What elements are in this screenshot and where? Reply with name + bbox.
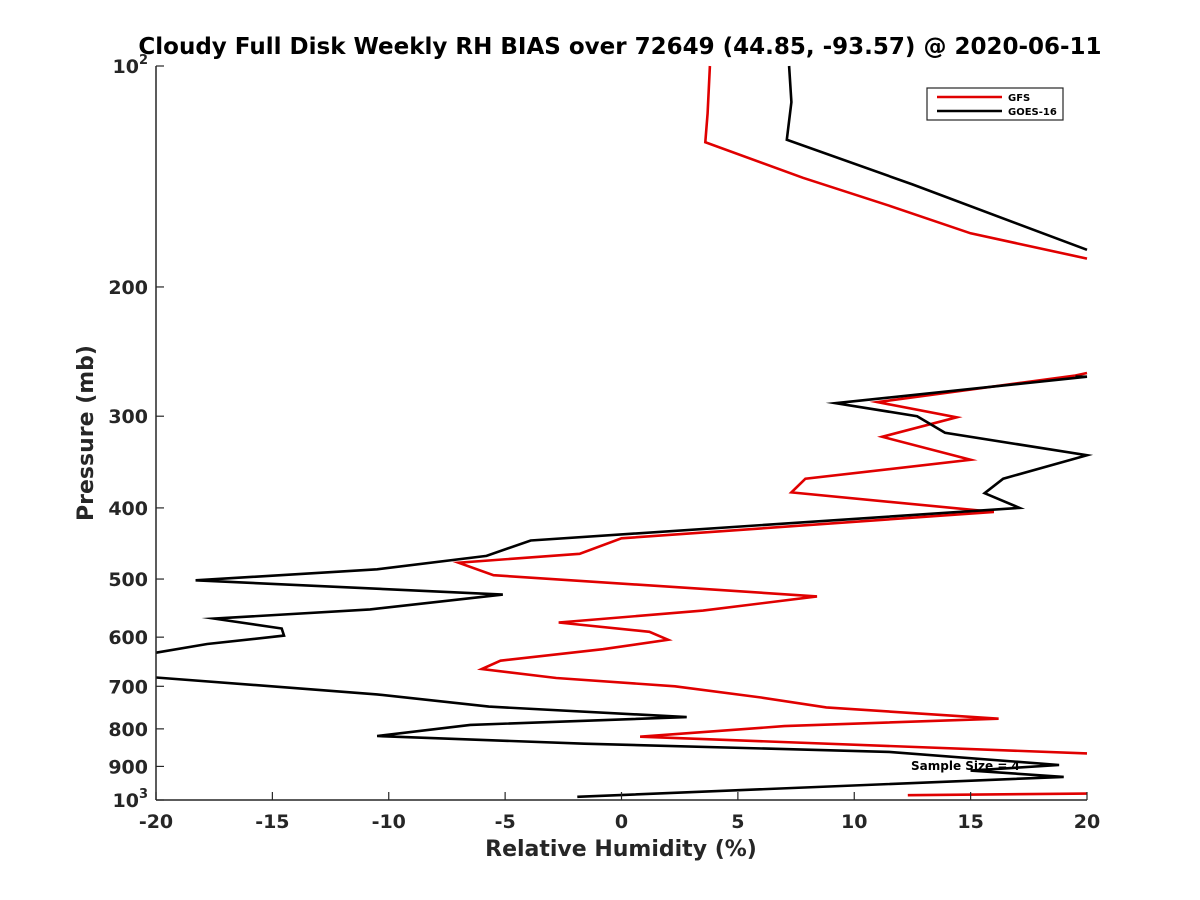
series-layer xyxy=(155,65,1094,799)
y-tick-label: 600 xyxy=(108,627,148,649)
y-tick-label: 400 xyxy=(108,498,148,520)
x-tick-label: -5 xyxy=(495,811,516,833)
y-tick-label: 800 xyxy=(108,719,148,741)
y-axis-title: Pressure (mb) xyxy=(74,345,99,521)
x-ticks: -20 -15 -10 -5 0 5 10 15 20 xyxy=(139,792,1100,833)
x-tick-label: 0 xyxy=(615,811,628,833)
x-tick-label: 10 xyxy=(841,811,867,833)
x-tick-label: -20 xyxy=(139,811,173,833)
y-tick-label: 700 xyxy=(108,676,148,698)
series-line-goes-16-1 xyxy=(155,375,1094,654)
y-tick-label: 200 xyxy=(108,277,148,299)
x-axis-title: Relative Humidity (%) xyxy=(485,837,757,862)
x-tick-label: 15 xyxy=(957,811,983,833)
series-line-goes-16-2 xyxy=(155,676,1064,799)
y-tick-label: 102 xyxy=(113,53,149,78)
y-tick-label: 500 xyxy=(108,569,148,591)
sample-size-annotation: Sample Size = 4 xyxy=(911,759,1020,773)
y-tick-label: 103 xyxy=(113,787,149,812)
series-line-gfs-2 xyxy=(907,792,1088,797)
x-tick-label: 5 xyxy=(731,811,744,833)
legend: GFS GOES-16 xyxy=(926,87,1064,121)
x-tick-label: -10 xyxy=(372,811,406,833)
x-tick-label: -15 xyxy=(255,811,289,833)
series-goes-16 xyxy=(155,65,1094,799)
y-tick-label: 300 xyxy=(108,406,148,428)
plot-area: -20 -15 -10 -5 0 5 10 15 20 102 200 300 400 500 600 70… xyxy=(108,53,1100,833)
series-line-gfs-0 xyxy=(703,65,1088,260)
y-ticks: 102 200 300 400 500 600 700 800 900 103 xyxy=(108,53,164,812)
chart-title: Cloudy Full Disk Weekly RH BIAS over 726… xyxy=(138,34,1101,60)
series-line-goes-16-0 xyxy=(785,65,1088,252)
x-tick-label: 20 xyxy=(1074,811,1100,833)
y-tick-label: 900 xyxy=(108,756,148,778)
legend-box xyxy=(926,87,1064,121)
legend-label-gfs: GFS xyxy=(1008,93,1030,104)
series-gfs xyxy=(452,65,1088,797)
legend-label-goes-16: GOES-16 xyxy=(1008,107,1057,118)
series-line-gfs-1 xyxy=(452,371,1088,755)
